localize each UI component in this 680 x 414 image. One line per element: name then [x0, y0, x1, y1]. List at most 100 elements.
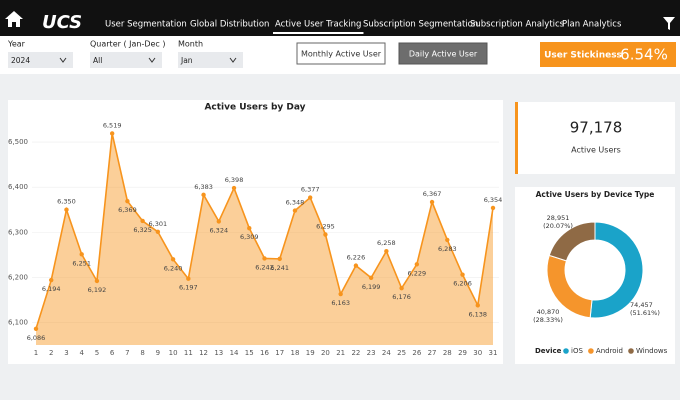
- nav-item[interactable]: Global Distribution: [190, 20, 269, 30]
- data-label: 6,367: [423, 190, 442, 198]
- x-tick-label: 26: [412, 349, 421, 357]
- data-label: 6,301: [149, 220, 168, 228]
- point: [429, 199, 435, 205]
- x-tick-label: 12: [199, 349, 208, 357]
- data-label: 6,369: [118, 206, 137, 214]
- dropdown-arrow: [229, 57, 237, 63]
- data-label: 6,519: [103, 121, 122, 129]
- slice-percent: (20.07%): [543, 222, 573, 230]
- x-tick-label: 24: [382, 349, 391, 357]
- nav-item[interactable]: Subscription Analytics: [470, 20, 565, 30]
- dropdown[interactable]: [178, 52, 243, 68]
- dropdown-arrow: [59, 57, 67, 63]
- slice-label: 40,870: [537, 308, 560, 316]
- point: [216, 219, 221, 224]
- point: [338, 291, 343, 297]
- point: [368, 275, 374, 281]
- point: [109, 131, 115, 136]
- point: [49, 277, 54, 283]
- point: [247, 225, 252, 231]
- stickiness-card: [540, 42, 676, 67]
- point: [79, 252, 84, 257]
- data-label: 6,194: [42, 285, 61, 293]
- point: [140, 218, 145, 224]
- x-tick-label: 20: [321, 349, 330, 357]
- toggle-label: Daily Active User: [409, 50, 478, 59]
- dropdown[interactable]: [8, 52, 73, 68]
- toggle-button[interactable]: [398, 42, 488, 65]
- data-label: 6,086: [27, 334, 46, 342]
- filter-label: Year: [7, 40, 26, 49]
- data-label: 6,192: [88, 286, 107, 294]
- point: [460, 272, 465, 277]
- x-tick-label: 23: [367, 349, 376, 357]
- dropdown-arrow: [148, 57, 156, 63]
- legend-title: Device: [535, 347, 562, 355]
- nav-item[interactable]: Subscription Segmentation: [363, 20, 478, 30]
- legend-swatch: [563, 348, 569, 354]
- point: [64, 207, 69, 212]
- data-label: 6,383: [194, 183, 213, 191]
- filter-label: Month: [178, 40, 203, 49]
- data-label: 6,197: [179, 284, 198, 292]
- slice-percent: (51.61%): [630, 309, 660, 317]
- slice-percent: (28.33%): [533, 316, 563, 324]
- data-label: 6,377: [301, 186, 320, 194]
- panel: [515, 187, 675, 364]
- y-tick-label: 6,200: [8, 273, 28, 281]
- legend-label: iOS: [571, 347, 583, 355]
- point: [414, 262, 420, 267]
- data-label: 6,206: [453, 280, 472, 288]
- x-tick-label: 4: [79, 349, 84, 357]
- data-label: 6,295: [316, 223, 335, 231]
- y-tick-label: 6,500: [8, 138, 28, 146]
- point: [399, 285, 404, 291]
- x-tick-label: 6: [110, 349, 115, 357]
- nav-item[interactable]: Plan Analytics: [562, 20, 622, 30]
- point: [33, 326, 39, 331]
- point: [384, 248, 389, 254]
- nav-item[interactable]: User Segmentation: [105, 20, 187, 30]
- area-fill: [36, 133, 493, 345]
- x-tick-label: 30: [473, 349, 482, 357]
- dropdown[interactable]: [90, 52, 162, 68]
- y-tick-label: 6,100: [8, 318, 28, 326]
- x-tick-label: 18: [291, 349, 300, 357]
- nav-item[interactable]: Active User Tracking: [275, 20, 361, 30]
- chart-title: Active Users by Device Type: [536, 190, 655, 199]
- point: [292, 208, 298, 213]
- filter-icon[interactable]: [663, 17, 675, 30]
- x-tick-label: 19: [306, 349, 315, 357]
- home-icon[interactable]: [5, 11, 23, 27]
- point: [323, 232, 328, 237]
- stickiness-value: 6.54%: [620, 46, 668, 64]
- x-tick-label: 27: [428, 349, 437, 357]
- filter-label: Quarter ( Jan-Dec ): [90, 40, 165, 49]
- nav-bar: [0, 0, 680, 36]
- data-label: 6,309: [240, 233, 259, 241]
- kpi-accent: [515, 102, 518, 174]
- y-tick-label: 6,300: [8, 228, 28, 236]
- point: [490, 205, 496, 211]
- data-label: 6,398: [225, 176, 244, 184]
- point: [125, 198, 130, 204]
- x-tick-label: 17: [275, 349, 284, 357]
- point: [353, 263, 359, 268]
- x-tick-label: 9: [156, 349, 160, 357]
- y-tick-label: 6,400: [8, 183, 28, 191]
- kpi-card: [515, 102, 675, 174]
- toggle-button[interactable]: [296, 42, 386, 65]
- data-label: 6,226: [347, 254, 366, 262]
- dropdown-value: Jan: [180, 56, 193, 65]
- x-tick-label: 15: [245, 349, 254, 357]
- x-tick-label: 8: [140, 349, 144, 357]
- point: [186, 276, 191, 281]
- data-label: 6,199: [362, 283, 381, 291]
- x-tick-label: 10: [169, 349, 178, 357]
- data-label: 6,240: [164, 264, 183, 272]
- x-tick-label: 28: [443, 349, 452, 357]
- data-label: 6,241: [270, 264, 289, 272]
- logo: UCS: [42, 12, 82, 33]
- point: [475, 303, 480, 308]
